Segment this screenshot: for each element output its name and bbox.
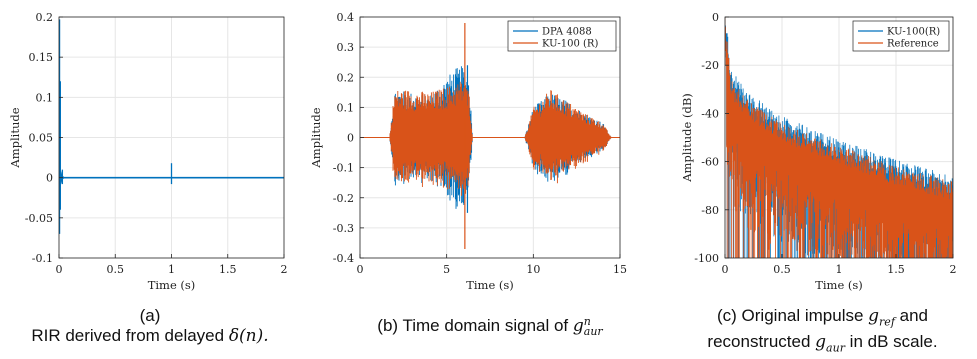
- caption-c-text1: (c) Original impulse: [717, 306, 869, 325]
- caption-b-math-sup: n: [583, 314, 591, 328]
- caption-b: (b) Time domain signal of g n aur: [320, 316, 660, 337]
- caption-b-text: (b) Time domain signal of: [377, 316, 573, 335]
- y-tick-label: -0.3: [333, 222, 354, 235]
- x-tick-label: 1.5: [887, 263, 905, 276]
- y-tick-label: -0.1: [333, 162, 354, 175]
- legend-entry: KU-100 (R): [542, 39, 598, 50]
- chart-a: 0 0.5 1 1.5 2 -0.1 -0.05 0 0.05 0.1 0.15 0.2 Time (s…: [8, 11, 288, 292]
- caption-c-g-aur: g: [815, 332, 827, 353]
- y-tick-label: -20: [701, 59, 719, 72]
- y-axis-label: Amplitude (dB): [680, 93, 694, 183]
- caption-c-text3: reconstructed: [707, 332, 816, 352]
- chart-b: 0 5 10 15 -0.4 -0.3 -0.2 -0.1 0 0.1 0.2 0.3 0.4 Time …: [309, 11, 627, 292]
- chart-c: 0 0.5 1 1.5 2 -100 -80 -60 -40 -20 0 Time (s) Amplit…: [680, 11, 957, 292]
- caption-c-g-ref: g: [868, 306, 880, 326]
- y-tick-label: -0.4: [333, 252, 354, 265]
- caption-a-text: RIR derived from delayed: [31, 326, 229, 345]
- caption-c-text2: and: [894, 306, 928, 325]
- x-tick-label: 0.5: [773, 263, 791, 276]
- y-tick-label: 0.2: [36, 11, 54, 24]
- x-tick-label: 1.5: [219, 263, 237, 276]
- legend-entry: DPA 4088: [542, 27, 592, 38]
- caption-c-g-aur-sub: aur: [826, 341, 845, 355]
- series-Reference: [725, 17, 953, 258]
- x-tick-label: 1: [168, 263, 175, 276]
- caption-c-text4: in dB scale.: [844, 332, 938, 352]
- y-tick-label: -0.1: [32, 252, 53, 265]
- y-tick-label: -0.2: [333, 192, 354, 205]
- caption-a-line1: (a): [139, 306, 161, 325]
- y-axis-label: Amplitude: [8, 107, 22, 168]
- y-tick-label: 0.05: [29, 132, 54, 145]
- x-tick-label: 10: [526, 263, 540, 276]
- x-axis-label: Time (s): [466, 278, 514, 292]
- y-tick-label: 0.1: [36, 91, 54, 104]
- y-tick-label: 0.15: [29, 51, 54, 64]
- y-tick-label: 0.1: [337, 101, 355, 114]
- plot-area-b: [360, 23, 620, 249]
- x-axis-label: Time (s): [815, 278, 863, 292]
- y-tick-label: 0: [712, 11, 719, 24]
- caption-c-line1: (c) Original impulse gref and: [670, 306, 975, 332]
- x-tick-label: 0: [357, 263, 364, 276]
- x-tick-label: 2: [950, 263, 957, 276]
- y-axis-label: Amplitude: [309, 107, 323, 168]
- y-tick-label: 0.3: [337, 41, 355, 54]
- legend-box: [852, 20, 950, 52]
- legend-entry: Reference: [887, 39, 939, 50]
- caption-c-line2: reconstructed gaur in dB scale.: [670, 332, 975, 358]
- caption-a: (a) RIR derived from delayed δ(n).: [30, 306, 270, 346]
- x-tick-label: 15: [613, 263, 627, 276]
- x-tick-label: 1: [836, 263, 843, 276]
- caption-c: (c) Original impulse gref and reconstruc…: [670, 306, 975, 359]
- x-tick-label: 2: [281, 263, 288, 276]
- caption-a-math: δ(n).: [228, 326, 269, 346]
- x-tick-label: 0: [56, 263, 63, 276]
- x-axis-label: Time (s): [148, 278, 196, 292]
- x-tick-label: 5: [443, 263, 450, 276]
- y-tick-label: -0.05: [25, 212, 53, 225]
- y-tick-label: -60: [701, 156, 719, 169]
- y-tick-label: 0: [347, 132, 354, 145]
- caption-a-line2: RIR derived from delayed δ(n).: [30, 326, 270, 346]
- x-tick-label: 0.5: [107, 263, 125, 276]
- plot-area-c: [725, 17, 953, 258]
- y-tick-label: 0.4: [337, 11, 355, 24]
- y-tick-label: 0: [46, 172, 53, 185]
- y-tick-label: -100: [694, 252, 719, 265]
- legend-entry: KU-100(R): [887, 27, 940, 38]
- caption-b-math-sub: aur: [583, 324, 603, 338]
- x-tick-label: 0: [722, 263, 729, 276]
- y-tick-label: -80: [701, 204, 719, 217]
- caption-b-math-base: g: [572, 316, 584, 336]
- y-tick-label: 0.2: [337, 71, 355, 84]
- legend-box: [507, 20, 617, 52]
- caption-c-g-ref-sub: ref: [879, 315, 895, 329]
- y-tick-label: -40: [701, 107, 719, 120]
